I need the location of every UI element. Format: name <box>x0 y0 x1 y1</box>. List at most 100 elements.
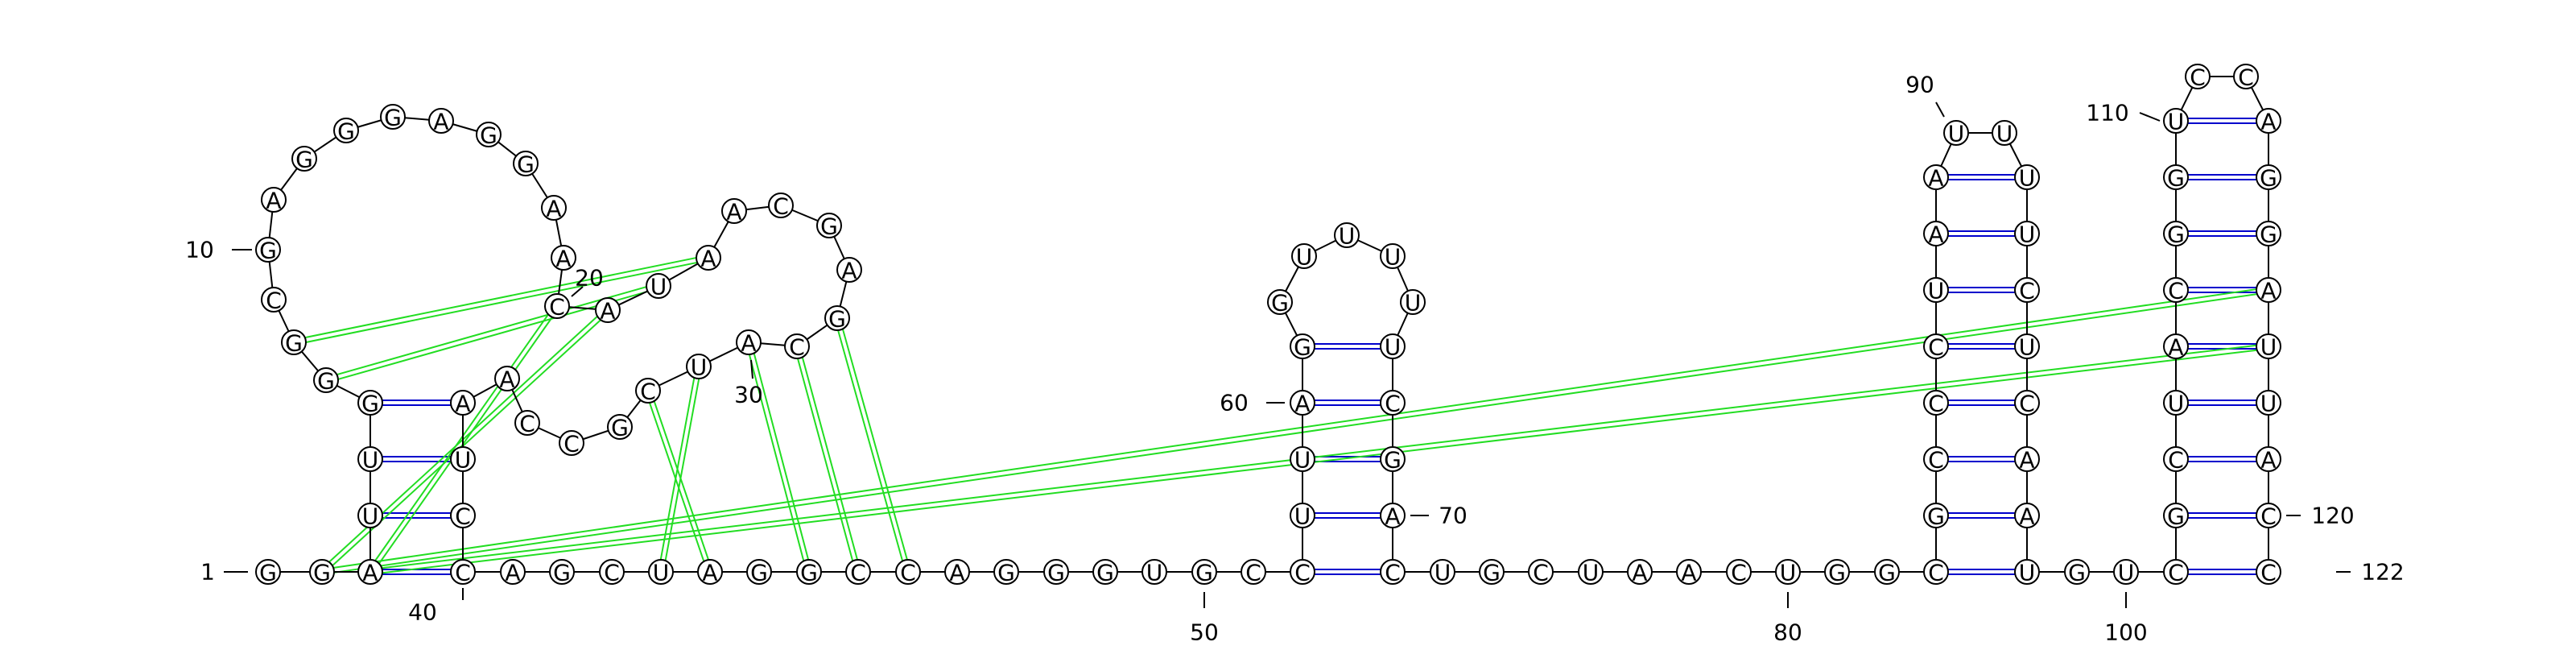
position-number-label: 20 <box>575 265 604 292</box>
nucleotide-circle <box>607 414 633 440</box>
nucleotide-circle <box>2064 559 2090 585</box>
nucleotide-circle <box>784 333 810 359</box>
nucleotide: U <box>2014 559 2040 586</box>
nucleotide: C <box>1380 559 1406 586</box>
nucleotide-letter: U <box>2019 221 2036 248</box>
nucleotide-letter: U <box>650 274 667 300</box>
nucleotide: U <box>2014 164 2040 192</box>
nucleotide-letter: U <box>1385 334 1402 361</box>
position-number-label: 30 <box>734 382 763 408</box>
nucleotide-letter: U <box>1146 560 1163 586</box>
nucleotide-letter: G <box>285 330 303 357</box>
pseudoknot-pair-line <box>837 329 904 561</box>
nucleotide: U <box>1290 503 1315 530</box>
pseudoknot-pair-line <box>382 344 2256 569</box>
pseudoknot-pair-line <box>664 379 700 561</box>
nucleotide-circle <box>450 503 476 528</box>
position-number-label: 120 <box>2311 503 2354 529</box>
pseudoknot-pair-line <box>801 357 858 560</box>
nucleotide-circle <box>357 559 383 585</box>
nucleotide: G <box>255 559 281 586</box>
nucleotide: A <box>261 187 287 214</box>
nucleotide-letter: C <box>900 560 916 586</box>
nucleotide: U <box>1923 277 1949 304</box>
nucleotide: C <box>514 410 540 437</box>
nucleotide-circle <box>1380 333 1406 359</box>
nucleotide-letter: U <box>691 354 708 381</box>
nucleotide: G <box>796 559 822 586</box>
nucleotide-circle <box>380 104 406 130</box>
nucleotide-letter: G <box>313 560 331 586</box>
nucleotide-letter: U <box>1996 121 2013 147</box>
nucleotide-circle <box>2014 277 2040 303</box>
nucleotide-circle <box>1923 390 1949 416</box>
pseudoknot-pair-line <box>659 378 696 560</box>
nucleotide: G <box>333 118 359 145</box>
nucleotide: G <box>2163 221 2189 248</box>
nucleotide: U <box>357 446 383 474</box>
nucleotide-circle <box>993 559 1019 585</box>
nucleotide-circle <box>2163 503 2189 528</box>
nucleotide-circle <box>2163 108 2189 134</box>
nucleotide: C <box>599 559 625 586</box>
nucleotide-circle <box>595 297 621 323</box>
nucleotide-letter: G <box>259 238 277 264</box>
nucleotide: U <box>1992 120 2017 147</box>
nucleotide-circle <box>2163 559 2189 585</box>
nucleotide: A <box>541 195 567 222</box>
nucleotide-circle <box>2163 221 2189 246</box>
nucleotide: G <box>513 151 539 178</box>
nucleotide-letter: A <box>949 560 964 586</box>
nucleotide-circle <box>1923 503 1949 528</box>
nucleotide: C <box>635 378 661 405</box>
nucleotide: G <box>1380 446 1406 474</box>
nucleotide: G <box>309 559 335 586</box>
nucleotide-letter: C <box>1533 560 1549 586</box>
nucleotide: A <box>944 559 970 586</box>
nucleotide: C <box>2163 277 2189 304</box>
nucleotide-letter: C <box>1731 560 1747 586</box>
nucleotide-letter: A <box>2019 503 2034 530</box>
nucleotide-letter: G <box>337 118 355 145</box>
nucleotide-circle <box>816 213 842 238</box>
nucleotide-circle <box>2256 108 2281 134</box>
nucleotide-letter: U <box>1294 503 1311 530</box>
pseudoknot-pair-line <box>336 286 647 375</box>
position-number-label: 50 <box>1190 619 1219 646</box>
nucleotide-circle <box>1775 559 1801 585</box>
nucleotide-letter: U <box>1948 121 1965 147</box>
nucleotide-letter: C <box>2190 64 2206 91</box>
nucleotide-letter: G <box>553 560 571 586</box>
nucleotide-letter: G <box>2260 165 2277 192</box>
nucleotide: U <box>2256 390 2281 417</box>
nucleotide-letter: G <box>1271 290 1289 317</box>
nucleotide-circle <box>2014 164 2040 190</box>
nucleotide-letter: C <box>1928 391 1944 417</box>
nucleotide-letter: A <box>1294 391 1310 417</box>
nucleotide-circle <box>291 146 317 172</box>
position-tick <box>1935 101 1945 118</box>
nucleotide: G <box>2163 503 2189 530</box>
nucleotide-letter: A <box>433 109 448 135</box>
nucleotide-circle <box>551 245 576 271</box>
nucleotide-letter: A <box>546 196 561 222</box>
nucleotide: A <box>551 245 576 272</box>
nucleotide-circle <box>1291 243 1317 269</box>
position-number-label: 70 <box>1439 503 1468 529</box>
nucleotide-letter: A <box>1928 165 1943 192</box>
nucleotide-letter: C <box>604 560 620 586</box>
pseudoknot-pair-line <box>306 261 698 343</box>
nucleotide-circle <box>2256 503 2281 528</box>
nucleotide-circle <box>2014 559 2040 585</box>
nucleotide-circle <box>768 193 794 218</box>
nucleotide-letter: G <box>2167 503 2185 530</box>
nucleotide-circle <box>746 559 772 585</box>
nucleotide: A <box>2256 277 2281 304</box>
nucleotide-letter: A <box>362 560 378 586</box>
nucleotide-circle <box>514 410 540 436</box>
nucleotide-circle <box>895 559 921 585</box>
nucleotide-circle <box>1479 559 1505 585</box>
nucleotide-circle <box>845 559 871 585</box>
nucleotide: C <box>2163 559 2189 586</box>
